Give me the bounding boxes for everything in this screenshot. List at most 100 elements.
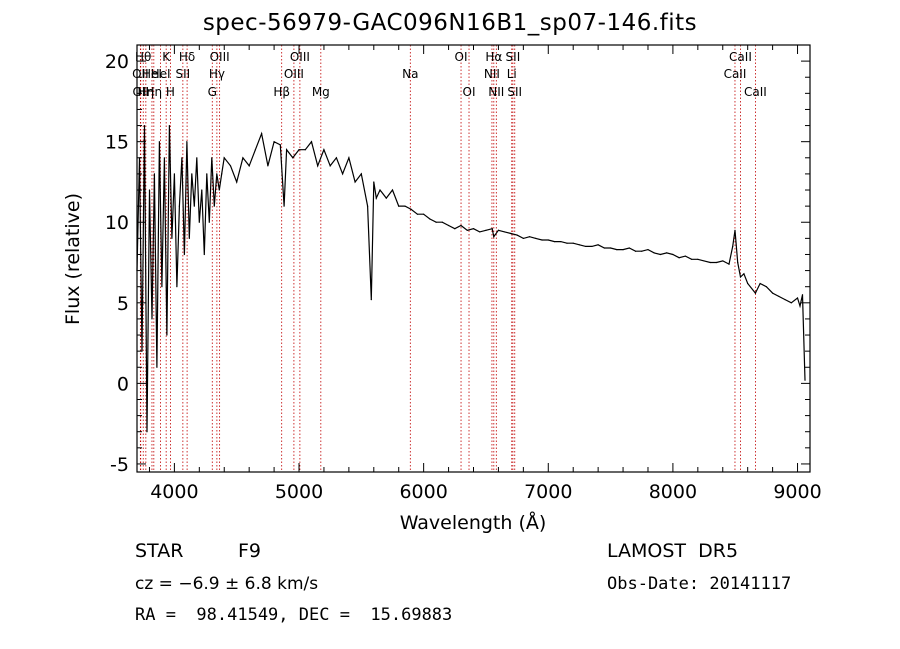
emission-line-label: OI	[455, 50, 468, 64]
emission-line-label: HeI	[142, 67, 162, 81]
emission-line-label: OI	[463, 85, 476, 99]
spectrum-point	[715, 261, 718, 264]
spectrum-point	[703, 260, 705, 262]
spectrum-point	[360, 173, 362, 175]
x-tick-label: 5000	[275, 481, 323, 503]
spectrum-point	[348, 157, 350, 159]
spectrum-point	[379, 189, 381, 191]
spectrum-point	[176, 286, 178, 288]
spectrum-point	[203, 253, 205, 256]
spectrum-point	[292, 157, 294, 159]
spectrum-point	[747, 282, 749, 285]
spectrum-point	[765, 286, 767, 288]
spectrum-point	[298, 149, 300, 151]
spectrum-series-line	[136, 125, 806, 432]
x-tick-label: 4000	[150, 481, 198, 503]
emission-line-label: Hβ	[273, 85, 290, 99]
page-title: spec-56979-GAC096N16B1_sp07-146.fits	[202, 10, 698, 36]
emission-line-label: CaII	[729, 50, 752, 64]
spectrum-point	[790, 302, 792, 304]
emission-line-label: Hδ	[179, 50, 195, 64]
spectrum-point	[151, 318, 153, 320]
spectrum-point	[285, 149, 288, 151]
spectrum-point	[485, 229, 487, 231]
spectrum-point	[743, 273, 745, 275]
spectrum-point	[578, 244, 581, 246]
spectrum-point	[572, 242, 574, 244]
y-axis-label: Flux (relative)	[62, 193, 84, 325]
spectrum-point	[229, 165, 232, 167]
spectrum-point	[435, 221, 437, 223]
emission-line-label: H	[166, 85, 175, 99]
spectrum-point	[666, 252, 668, 254]
y-tick-label: 5	[117, 293, 129, 315]
spectrum-point	[391, 189, 394, 191]
spectrum-point	[181, 157, 183, 159]
spectrum-point	[441, 221, 443, 223]
spectrum-point	[208, 221, 210, 223]
coordinates: RA = 98.41549, DEC = 15.69883	[135, 605, 453, 625]
spectrum-point	[647, 249, 649, 251]
spectrum-point	[653, 252, 655, 254]
spectrum-point	[737, 261, 739, 264]
spectrum-point	[754, 292, 757, 294]
spectrum-point	[191, 173, 193, 175]
spectrum-point	[460, 224, 462, 227]
spectrum-point	[585, 245, 587, 248]
spectrum-point	[416, 213, 419, 215]
y-tick-label: 10	[105, 212, 129, 234]
y-tick-label: 15	[105, 132, 129, 154]
emission-line-label: SII	[507, 85, 522, 99]
spectrum-point	[603, 247, 605, 249]
spectrum-point	[370, 298, 372, 301]
spectrum-point	[283, 205, 285, 207]
observation-date: Obs-Date: 20141117	[607, 574, 792, 594]
spectrum-point	[158, 141, 161, 143]
emission-line-label: CaII	[724, 67, 747, 81]
spectrum-point	[153, 173, 156, 175]
emission-line-label: NII	[488, 85, 504, 99]
spectrum-point	[522, 237, 524, 239]
spectrum-series	[136, 124, 806, 433]
spectrum-point	[196, 157, 198, 159]
spectrum-point	[547, 239, 549, 241]
spectrum-point	[684, 255, 686, 257]
spectrum-point	[734, 229, 736, 231]
redshift-cz: cz = −6.9 ± 6.8 km/s	[135, 574, 319, 594]
spectrum-point	[616, 249, 618, 251]
emission-line-label: K	[162, 50, 171, 64]
spectrum-point	[211, 157, 213, 159]
emission-line-label: OII	[132, 67, 149, 81]
spectrum-point	[335, 157, 338, 159]
spectrum-point	[166, 334, 168, 336]
spectrum-point	[691, 258, 693, 260]
emission-line-label: SII	[506, 50, 521, 64]
spectrum-point	[201, 189, 203, 191]
emission-line-label: OIII	[290, 50, 310, 64]
spectrum-point	[566, 242, 568, 244]
spectrum-point	[447, 224, 450, 227]
spectrum-point	[697, 258, 699, 260]
spectrum-point	[709, 261, 711, 264]
spectrum-point	[541, 239, 543, 241]
spectrum-point	[206, 173, 208, 175]
emission-line-label: OIII	[210, 50, 230, 64]
x-axis-ticks: 4000 5000 6000 7000 8000 9000	[148, 45, 822, 503]
object-type: STAR	[135, 540, 184, 562]
spectrum-point	[148, 189, 151, 191]
spectrum-point	[398, 205, 400, 207]
spectrum-point	[799, 305, 801, 307]
x-tick-label: 9000	[773, 481, 821, 503]
emission-line-label: Mg	[312, 85, 330, 99]
spectrum-point	[198, 221, 200, 223]
spectrum-point	[466, 229, 468, 231]
spectrum-point	[504, 231, 506, 233]
spectrum-point	[634, 250, 637, 252]
spectrum-point	[609, 247, 612, 249]
spectrum-point	[404, 205, 406, 207]
spectrum-point	[672, 253, 674, 256]
spectrum-point	[493, 236, 495, 238]
spectrum-point	[739, 276, 742, 278]
y-axis-ticks: -5 0 5 10 15 20	[105, 51, 810, 476]
